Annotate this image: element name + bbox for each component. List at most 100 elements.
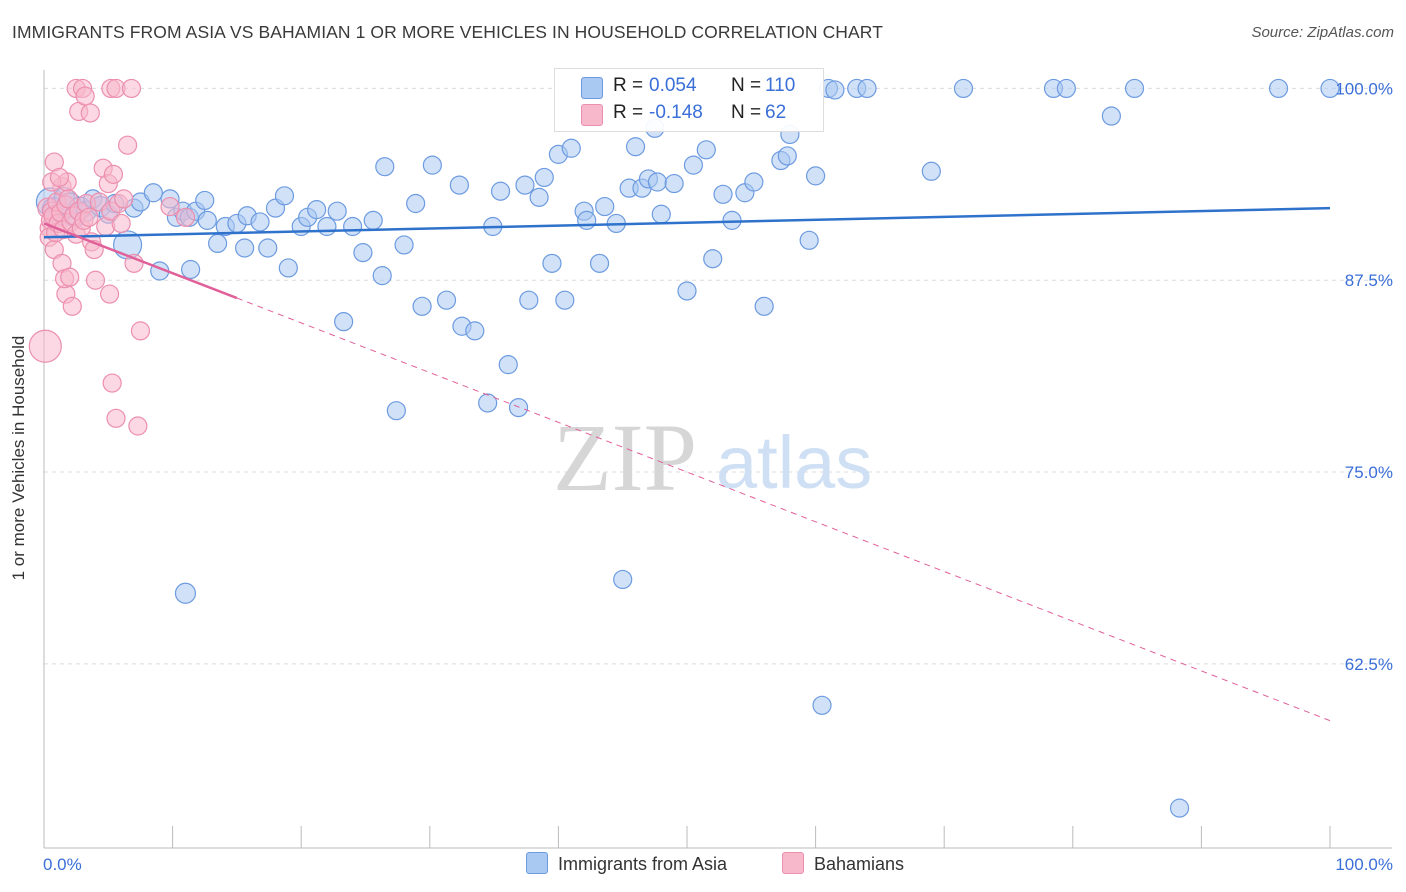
bahamian-point	[121, 78, 142, 99]
asia-point	[777, 146, 797, 166]
bahamian-point	[117, 135, 138, 155]
bahamian-point	[28, 329, 62, 363]
y-axis-label: 1 or more Vehicles in Household	[9, 335, 28, 581]
asia-point	[812, 695, 832, 715]
asia-point	[703, 249, 723, 269]
asia-point	[1320, 78, 1340, 99]
bahamian-trend-line-dashed	[236, 297, 1331, 722]
asia-point	[412, 296, 432, 316]
stats-legend: R = 0.054 N = 110 R = -0.148 N = 62	[554, 68, 824, 132]
legend-r-value: 0.054	[649, 75, 697, 96]
asia-point	[181, 259, 201, 280]
y-tick-labels: 100.0% 87.5% 75.0% 62.5%	[1335, 79, 1393, 673]
asia-point	[334, 312, 354, 332]
asia-point	[406, 193, 426, 214]
legend-r-label: R =	[613, 102, 644, 123]
bahamian-point	[128, 416, 148, 436]
asia-point	[317, 216, 337, 237]
asia-point	[577, 210, 597, 230]
bahamian-point	[102, 373, 122, 393]
asia-point	[375, 157, 395, 177]
asia-point	[274, 186, 295, 206]
asia-point	[195, 190, 215, 211]
y-tick-label: 100.0%	[1335, 79, 1393, 98]
asia-point	[519, 290, 539, 310]
asia-point	[327, 201, 347, 221]
source-label: Source: ZipAtlas.com	[1251, 24, 1394, 41]
asia-point	[625, 137, 646, 157]
watermark-zip: ZIP	[553, 404, 697, 511]
bottom-legend-bahamian[interactable]: Bahamians	[782, 852, 904, 875]
bahamian-trend-line-solid	[43, 222, 238, 300]
asia-point	[534, 167, 554, 188]
asia-point	[363, 210, 383, 230]
bahamian-point	[130, 321, 151, 341]
asia-point	[465, 321, 485, 341]
asia-point	[508, 397, 529, 418]
asia-point	[278, 258, 298, 278]
asia-point	[857, 78, 877, 99]
bahamian-point	[99, 284, 120, 304]
asia-point	[677, 281, 697, 301]
bahamian-point	[85, 270, 106, 290]
asia-point	[613, 569, 633, 590]
bottom-legend-asia[interactable]: Immigrants from Asia	[526, 852, 727, 875]
x-tick-label-min: 0.0%	[43, 855, 82, 874]
asia-point	[1268, 78, 1289, 99]
legend-row-asia: R = 0.054 N = 110	[555, 73, 823, 101]
asia-point	[683, 155, 704, 175]
legend-r-value: -0.148	[649, 102, 703, 123]
bahamian-points	[28, 78, 196, 436]
bahamian-point	[106, 408, 126, 428]
asia-point	[799, 230, 819, 250]
asia-point	[589, 253, 610, 273]
bahamian-point	[80, 103, 100, 123]
x-tick-label-max: 100.0%	[1335, 855, 1393, 874]
asia-point	[235, 238, 255, 258]
asia-point	[754, 296, 774, 316]
asia-point	[250, 212, 270, 232]
asia-point	[449, 175, 469, 195]
bottom-legend-swatch-bahamian	[782, 852, 804, 874]
bahamian-point	[75, 86, 95, 106]
bahamian-point	[175, 207, 196, 227]
asia-point	[825, 80, 845, 100]
asia-point	[478, 393, 498, 413]
bahamian-point	[79, 207, 99, 227]
y-tick-label: 62.5%	[1345, 655, 1393, 674]
asia-point	[647, 172, 668, 192]
bahamian-point	[49, 167, 70, 188]
bottom-legend-label-bahamian: Bahamians	[814, 854, 905, 874]
asia-point	[651, 204, 671, 224]
asia-point	[529, 187, 549, 207]
asia-point	[1124, 78, 1145, 99]
asia-point	[436, 290, 457, 310]
asia-point	[515, 175, 535, 195]
asia-point	[174, 582, 197, 604]
asia-point	[258, 238, 278, 258]
y-tick-label: 75.0%	[1345, 463, 1393, 482]
bahamian-point	[60, 267, 80, 287]
asia-point	[422, 155, 442, 175]
asia-point	[744, 172, 764, 192]
legend-row-bahamian: R = -0.148 N = 62	[555, 100, 823, 128]
bottom-legend-label-asia: Immigrants from Asia	[558, 854, 728, 874]
asia-point	[921, 161, 941, 181]
asia-point	[490, 181, 511, 201]
trend-lines	[43, 206, 1331, 722]
legend-n-label: N =	[731, 102, 762, 123]
asia-point	[805, 166, 826, 186]
bahamian-point	[160, 196, 180, 217]
asia-point	[542, 253, 562, 273]
asia-point	[1169, 798, 1190, 818]
legend-n-value: 62	[765, 102, 787, 123]
asia-point	[386, 401, 406, 421]
asia-point	[696, 140, 716, 160]
asia-point	[343, 216, 363, 237]
asia-point	[953, 78, 974, 99]
asia-point	[595, 196, 615, 217]
asia-point	[143, 183, 163, 203]
asia-point	[372, 266, 392, 286]
asia-point	[713, 184, 733, 204]
